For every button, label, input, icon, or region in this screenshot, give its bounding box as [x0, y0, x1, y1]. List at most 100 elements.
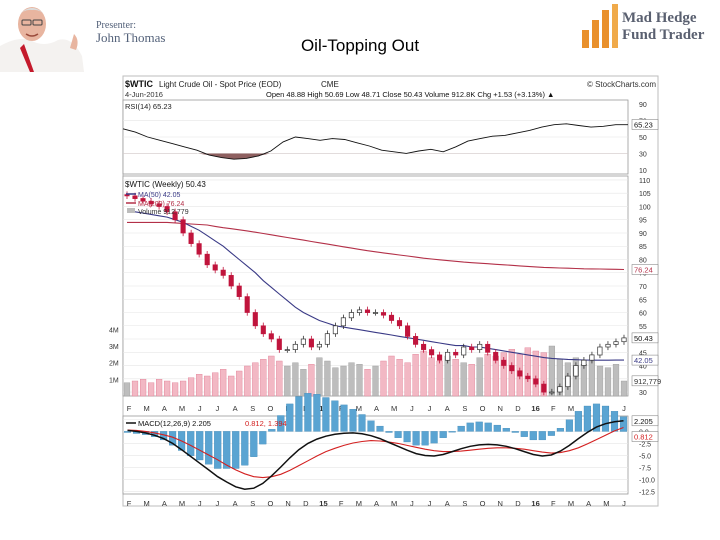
price-candle [276, 338, 282, 350]
price-candle [364, 309, 371, 313]
macd-tick-label: -10.0 [639, 478, 655, 485]
price-candle [204, 253, 210, 266]
x-axis-label-bottom: S [250, 499, 255, 508]
rsi-line [122, 123, 628, 160]
x-axis-label: J [410, 404, 414, 413]
volume-bar [484, 354, 491, 397]
x-axis-label: 16 [531, 404, 539, 413]
price-candle [469, 346, 475, 351]
ma50-line [127, 211, 624, 361]
macd-histogram-bar [511, 431, 519, 433]
x-axis-label: J [428, 404, 432, 413]
macd-histogram-bar [241, 431, 249, 466]
presenter-name: John Thomas [96, 30, 166, 45]
volume-bar [276, 360, 283, 397]
macd-histogram-bar [286, 403, 294, 432]
x-axis-label: F [127, 404, 132, 413]
macd-histogram-bar [259, 431, 267, 445]
price-candle [140, 198, 146, 202]
macd-tag: 2.205 [634, 417, 653, 426]
price-candle [597, 346, 603, 356]
price-candle [613, 341, 619, 345]
x-axis-label-bottom: O [480, 499, 486, 508]
ma200-tag: 76.24 [634, 265, 653, 274]
price-candle [461, 346, 467, 356]
price-candle [292, 343, 298, 350]
price-candle [316, 343, 322, 348]
price-candle [405, 325, 411, 337]
volume-tick-label: 2M [109, 361, 119, 368]
price-candle [589, 354, 595, 361]
volume-bar [212, 372, 219, 397]
volume-bar [364, 369, 371, 397]
macd-histogram-bar [439, 431, 447, 438]
volume-bar [284, 365, 291, 397]
price-candle [485, 343, 491, 353]
volume-bar [292, 362, 299, 397]
price-tick-label: 30 [639, 390, 647, 397]
logo-line-2: Fund Trader [622, 27, 705, 43]
x-axis-label-bottom: M [179, 499, 185, 508]
rsi-tick-label: 90 [639, 102, 647, 109]
price-candle [124, 194, 130, 197]
macd-histogram-bar [403, 431, 411, 443]
volume-bar [220, 369, 227, 397]
volume-bar [324, 360, 331, 397]
chart-symbol: $WTIC [125, 79, 153, 89]
x-axis-label-bottom: A [233, 499, 238, 508]
ma200-line [127, 221, 625, 271]
chart-exchange: CME [321, 80, 339, 89]
price-candle [396, 320, 403, 327]
macd-histogram-bar [295, 396, 303, 432]
price-candle [348, 312, 354, 319]
price-tick-label: 95 [639, 218, 647, 225]
price-candle [413, 336, 419, 345]
macd-histogram-bar [394, 431, 402, 438]
x-axis-label-bottom: A [162, 499, 167, 508]
macd-histogram-bar [223, 431, 231, 469]
price-candle [372, 312, 379, 314]
ma50-legend: MA(50) 42.05 [138, 192, 181, 199]
price-candle [164, 206, 170, 213]
price-candle [268, 333, 274, 340]
ma50-tag-box [631, 354, 659, 366]
x-axis-label: O [480, 404, 486, 413]
volume-bar [340, 365, 347, 397]
macd-signal-label: 0.812, 1.394 [245, 419, 287, 428]
x-axis-label: A [374, 404, 379, 413]
macd-histogram-bar [475, 421, 483, 432]
x-axis-label: S [462, 404, 467, 413]
logo-line-1: Mad Hedge [622, 10, 697, 26]
macd-histogram-bar [349, 409, 357, 432]
price-candle [300, 338, 306, 345]
macd-histogram-bar [412, 431, 420, 446]
chart-source: © StockCharts.com [587, 80, 656, 89]
macd-line [127, 420, 624, 490]
macd-histogram-bar [448, 431, 456, 433]
volume-bar [179, 380, 187, 397]
chart-instrument-name: Light Crude Oil - Spot Price (EOD) [159, 80, 282, 89]
price-candle [220, 269, 226, 276]
x-axis-label: M [179, 404, 185, 413]
x-axis-label-bottom: D [303, 499, 309, 508]
volume-bar [171, 382, 179, 397]
macd-histogram-bar [205, 431, 213, 465]
volume-legend-swatch [127, 208, 135, 213]
macd-histogram-bar [313, 394, 321, 432]
price-candle [453, 351, 459, 356]
macd-histogram-bar [322, 397, 330, 432]
volume-bar [420, 350, 427, 397]
volume-bar [348, 362, 355, 397]
macd-histogram-bar [538, 431, 546, 441]
price-candle [308, 338, 314, 348]
macd-histogram-bar [340, 404, 348, 432]
x-axis-label: J [216, 404, 220, 413]
price-candle [356, 309, 363, 313]
volume-bar [588, 360, 596, 397]
volume-bar [524, 347, 531, 397]
macd-tick-label: -12.5 [639, 490, 655, 497]
volume-bar [596, 365, 604, 397]
x-axis-label-bottom: N [498, 499, 503, 508]
price-candle [573, 365, 579, 377]
